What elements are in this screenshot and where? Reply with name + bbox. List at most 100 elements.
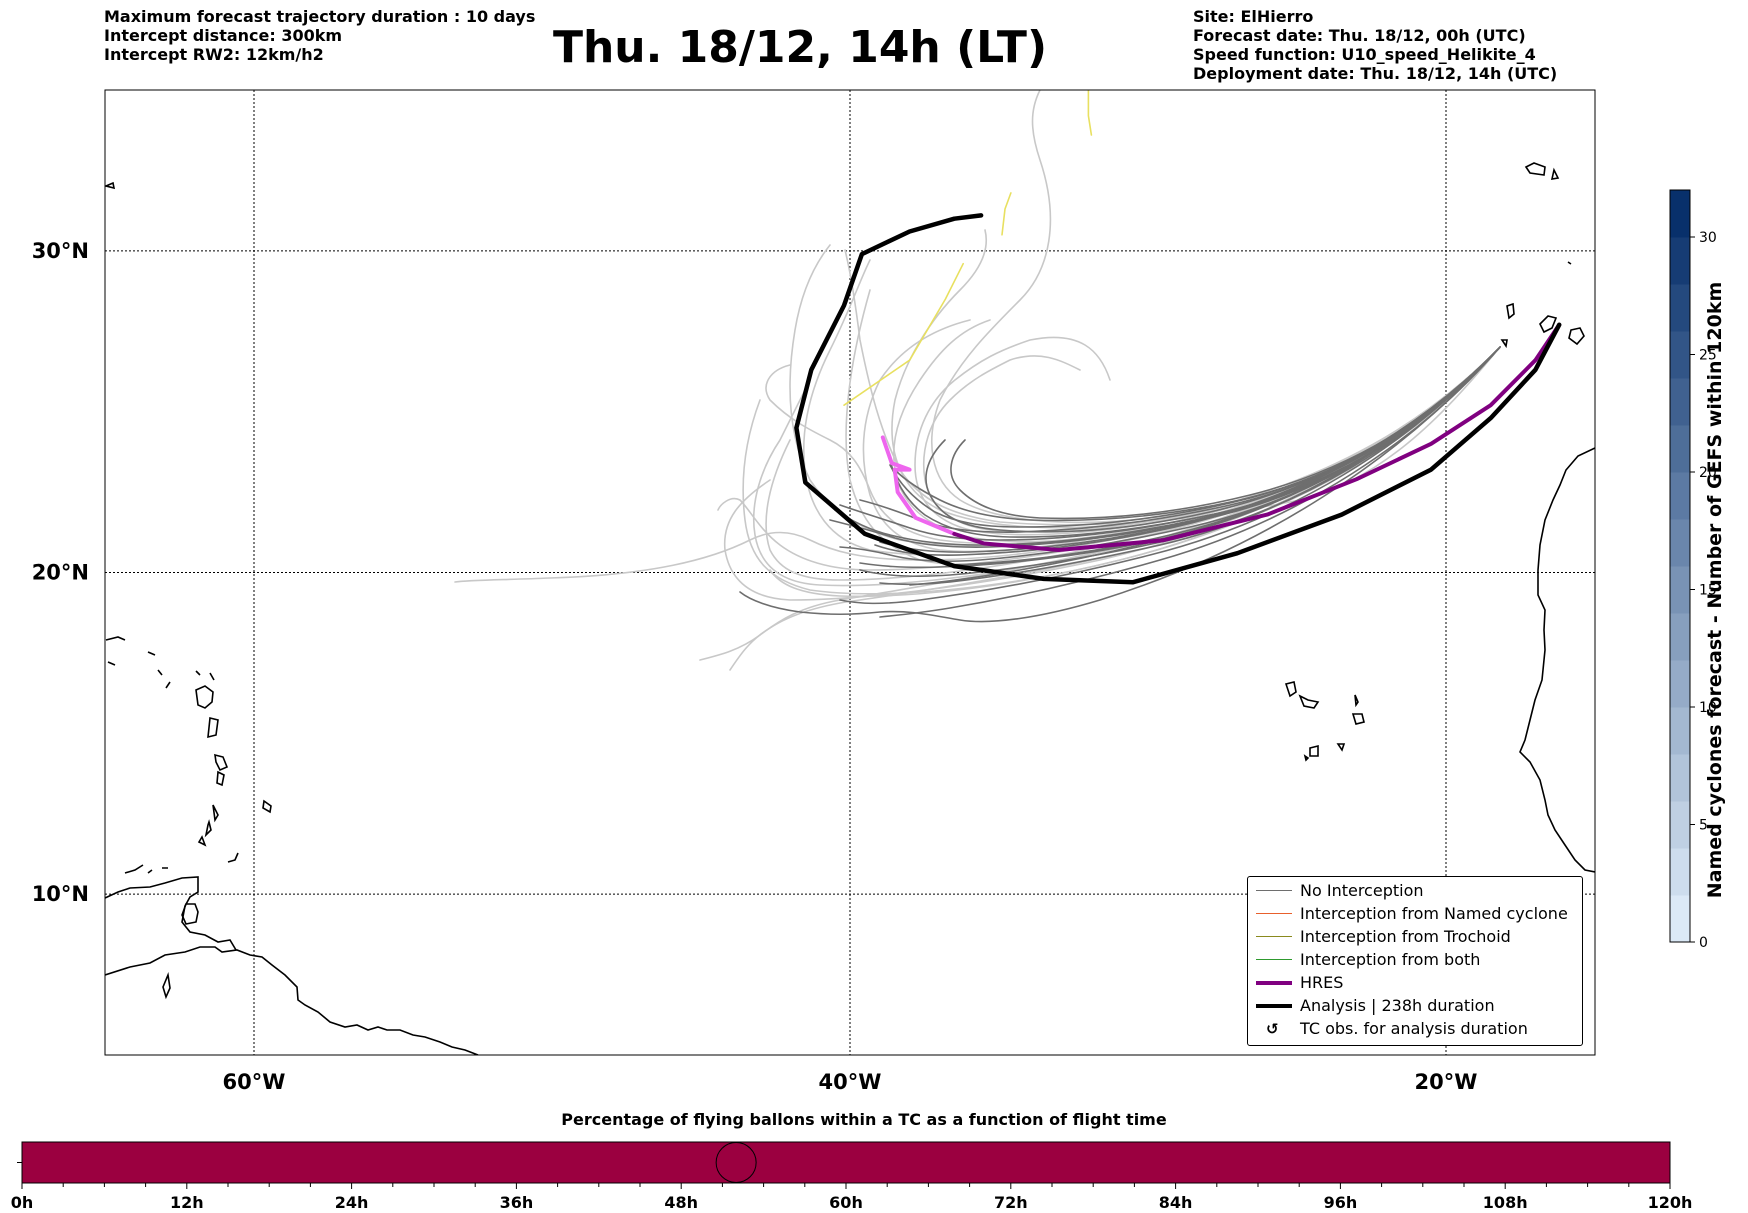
- coastline-trinidad: [181, 903, 199, 925]
- lon-tick-label: 20°W: [1415, 1070, 1478, 1094]
- bar-tick-label: 48h: [664, 1193, 698, 1212]
- legend-item-both: Interception from both: [1248, 949, 1582, 971]
- bar-tick-label: 36h: [500, 1193, 534, 1212]
- colorbar: 0 5 10 15 20 25 30: [1669, 189, 1717, 951]
- bar-tick-label: 24h: [335, 1193, 369, 1212]
- legend-line-no-interception: [1256, 890, 1292, 891]
- bar-tick-label: 60h: [829, 1193, 863, 1212]
- legend-label: HRES: [1300, 973, 1344, 992]
- lon-tick-label: 40°W: [819, 1070, 882, 1094]
- series-yellow: [1001, 192, 1012, 236]
- series-yellow: [1087, 90, 1093, 136]
- colorbar-tick-label: 30: [1699, 230, 1717, 246]
- legend-item-tc-obs: ↺ TC obs. for analysis duration: [1248, 1018, 1582, 1040]
- coastlines: [105, 162, 1595, 1055]
- bar-tick-label: 72h: [994, 1193, 1028, 1212]
- coastline-cape-verde: [1284, 681, 1365, 762]
- highlighted-series: [794, 90, 1562, 585]
- legend-item-analysis: Analysis | 238h duration: [1248, 995, 1582, 1017]
- legend-label: No Interception: [1300, 881, 1424, 900]
- cyclone-symbol-icon: ↺: [1266, 1020, 1279, 1038]
- header-right-site: Site: ElHierro: [1193, 7, 1314, 26]
- colorbar-frame: [1669, 189, 1691, 943]
- chart-title: Thu. 18/12, 14h (LT): [552, 22, 1048, 73]
- legend-label: Interception from Trochoid: [1300, 927, 1511, 946]
- colorbar-level: [1670, 566, 1690, 614]
- colorbar-level: [1670, 613, 1690, 661]
- bar-tick-label: 84h: [1159, 1193, 1193, 1212]
- colorbar-level: [1670, 425, 1690, 473]
- header-left-line-3: Intercept RW2: 12km/h2: [104, 45, 324, 64]
- series-yellow: [843, 262, 964, 406]
- bar-tick-label: 108h: [1483, 1193, 1528, 1212]
- bar-tick-label: 0h: [11, 1193, 34, 1212]
- series-hres-light: [880, 435, 957, 536]
- colorbar-level: [1670, 472, 1690, 520]
- colorbar-level: [1670, 707, 1690, 755]
- lat-tick-label: 20°N: [32, 561, 89, 585]
- legend: No Interception Interception from Named …: [1247, 876, 1583, 1046]
- series-hres: [952, 322, 1562, 552]
- trajectory-no-interception: [949, 346, 1501, 566]
- colorbar-level: [1670, 519, 1690, 567]
- header-right-forecast-date: Forecast date: Thu. 18/12, 00h (UTC): [1193, 26, 1526, 45]
- colorbar-level: [1670, 754, 1690, 802]
- series-analysis: [794, 213, 1562, 585]
- colorbar-level: [1670, 284, 1690, 332]
- colorbar-tick-label: 10: [1699, 700, 1717, 716]
- flight-time-marker: [715, 1142, 757, 1183]
- colorbar-label: Named cyclones forecast - Number of GEFS…: [1704, 281, 1726, 899]
- coastline-venezuela-bay: [105, 876, 237, 951]
- legend-item-named-cyclone: Interception from Named cyclone: [1248, 903, 1582, 925]
- header-right-speed-function: Speed function: U10_speed_Helikite_4: [1193, 45, 1536, 64]
- header-right-deployment-date: Deployment date: Thu. 18/12, 14h (UTC): [1193, 64, 1558, 83]
- colorbar-level: [1670, 660, 1690, 708]
- bar-tick-label: 12h: [170, 1193, 204, 1212]
- colorbar-level: [1670, 378, 1690, 426]
- coastline-caribbean-islands: [105, 636, 272, 1000]
- flight-time-bar-fill: [21, 1141, 1671, 1184]
- colorbar-level: [1670, 895, 1690, 943]
- coastline-south-america: [105, 946, 479, 1055]
- coastline-canary-islands: [1500, 302, 1585, 349]
- coastline-azores-madeira: [105, 162, 1572, 265]
- trajectory-no-interception: [739, 346, 1501, 623]
- colorbar-tick-label: 5: [1699, 818, 1708, 834]
- header-left-line-2: Intercept distance: 300km: [104, 26, 343, 45]
- legend-line-analysis: [1256, 1004, 1292, 1008]
- legend-item-no-interception: No Interception: [1248, 880, 1582, 902]
- colorbar-tick-label: 20: [1699, 465, 1717, 481]
- trajectory-no-interception: [879, 346, 1501, 618]
- legend-line-trochoid: [1256, 936, 1292, 937]
- legend-line-both: [1256, 959, 1292, 960]
- legend-item-trochoid: Interception from Trochoid: [1248, 926, 1582, 948]
- legend-label: TC obs. for analysis duration: [1300, 1019, 1528, 1038]
- coastline-west-africa: [1519, 447, 1595, 873]
- colorbar-tick-label: 0: [1699, 935, 1708, 951]
- bottom-bar-title: Percentage of flying ballons within a TC…: [561, 1110, 1167, 1129]
- legend-label: Interception from both: [1300, 950, 1481, 969]
- lon-tick-label: 60°W: [223, 1070, 286, 1094]
- trajectory-no-interception: [839, 346, 1501, 605]
- flight-time-bar: 0h 12h 24h 36h 48h 60h 72h 84h 96h 108h 120h: [11, 1141, 1693, 1212]
- legend-line-hres: [1256, 981, 1292, 985]
- legend-line-named-cyclone: [1256, 913, 1292, 914]
- trajectory-no-interception: [889, 346, 1501, 528]
- trajectories: [454, 90, 1562, 671]
- map-axis-labels: 60°W 40°W 20°W 30°N 20°N 10°N: [32, 239, 1478, 1094]
- colorbar-level: [1670, 848, 1690, 896]
- colorbar-tick-label: 25: [1699, 348, 1717, 364]
- colorbar-level: [1670, 237, 1690, 285]
- colorbar-tick-label: 15: [1699, 583, 1717, 599]
- trajectory-no-interception: [859, 346, 1501, 569]
- colorbar-level: [1670, 801, 1690, 849]
- header-left-line-1: Maximum forecast trajectory duration : 1…: [104, 7, 536, 26]
- bar-tick-label: 96h: [1324, 1193, 1358, 1212]
- colorbar-level: [1670, 331, 1690, 379]
- lat-tick-label: 10°N: [32, 882, 89, 906]
- trajectory-no-interception: [834, 346, 1501, 546]
- lat-tick-label: 30°N: [32, 239, 89, 263]
- colorbar-level: [1670, 190, 1690, 238]
- bar-tick-label: 120h: [1648, 1193, 1693, 1212]
- trajectory-no-interception: [859, 346, 1501, 577]
